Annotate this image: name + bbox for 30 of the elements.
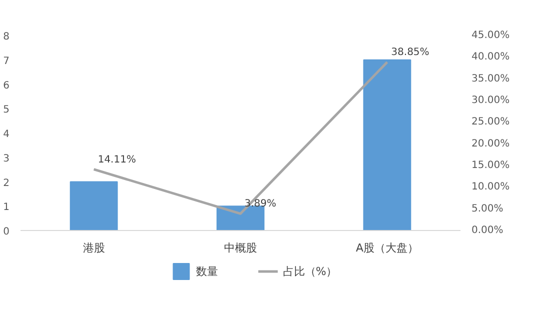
x-tick-label: 中概股 — [224, 242, 257, 254]
y-tick-label: 1 — [3, 202, 10, 214]
x-tick-label: A股（大盘） — [356, 242, 418, 254]
y-tick-label: 0 — [3, 226, 10, 238]
y2-tick-label: 5.00% — [472, 203, 504, 214]
y2-tick-label: 25.00% — [472, 116, 510, 128]
data-label: 14.11% — [98, 154, 136, 166]
bar — [70, 181, 118, 230]
y-tick-label: 6 — [3, 80, 10, 92]
y-tick-label: 3 — [3, 153, 10, 164]
data-label: 38.85% — [391, 47, 430, 58]
data-label: 3.89% — [244, 198, 276, 210]
y2-tick-label: 45.00% — [472, 30, 510, 41]
y2-tick-label: 0.00% — [472, 225, 504, 236]
legend-label: 数量 — [196, 264, 218, 278]
bar — [363, 59, 412, 230]
y-tick-label: 7 — [3, 56, 10, 67]
y2-tick-label: 10.00% — [472, 182, 510, 193]
y-tick-label: 5 — [3, 104, 10, 116]
bar — [216, 206, 264, 230]
y2-tick-label: 40.00% — [472, 52, 510, 63]
y2-tick-label: 15.00% — [472, 160, 510, 171]
y-tick-label: 8 — [3, 32, 10, 42]
y-tick-label: 2 — [3, 178, 10, 189]
legend-label: 占比（%） — [282, 264, 338, 278]
y-tick-label: 4 — [3, 129, 10, 140]
y2-tick-label: 20.00% — [472, 138, 510, 150]
x-tick-label: 港股 — [82, 242, 105, 254]
y2-tick-label: 35.00% — [472, 73, 510, 84]
y2-tick-label: 30.00% — [472, 95, 510, 106]
